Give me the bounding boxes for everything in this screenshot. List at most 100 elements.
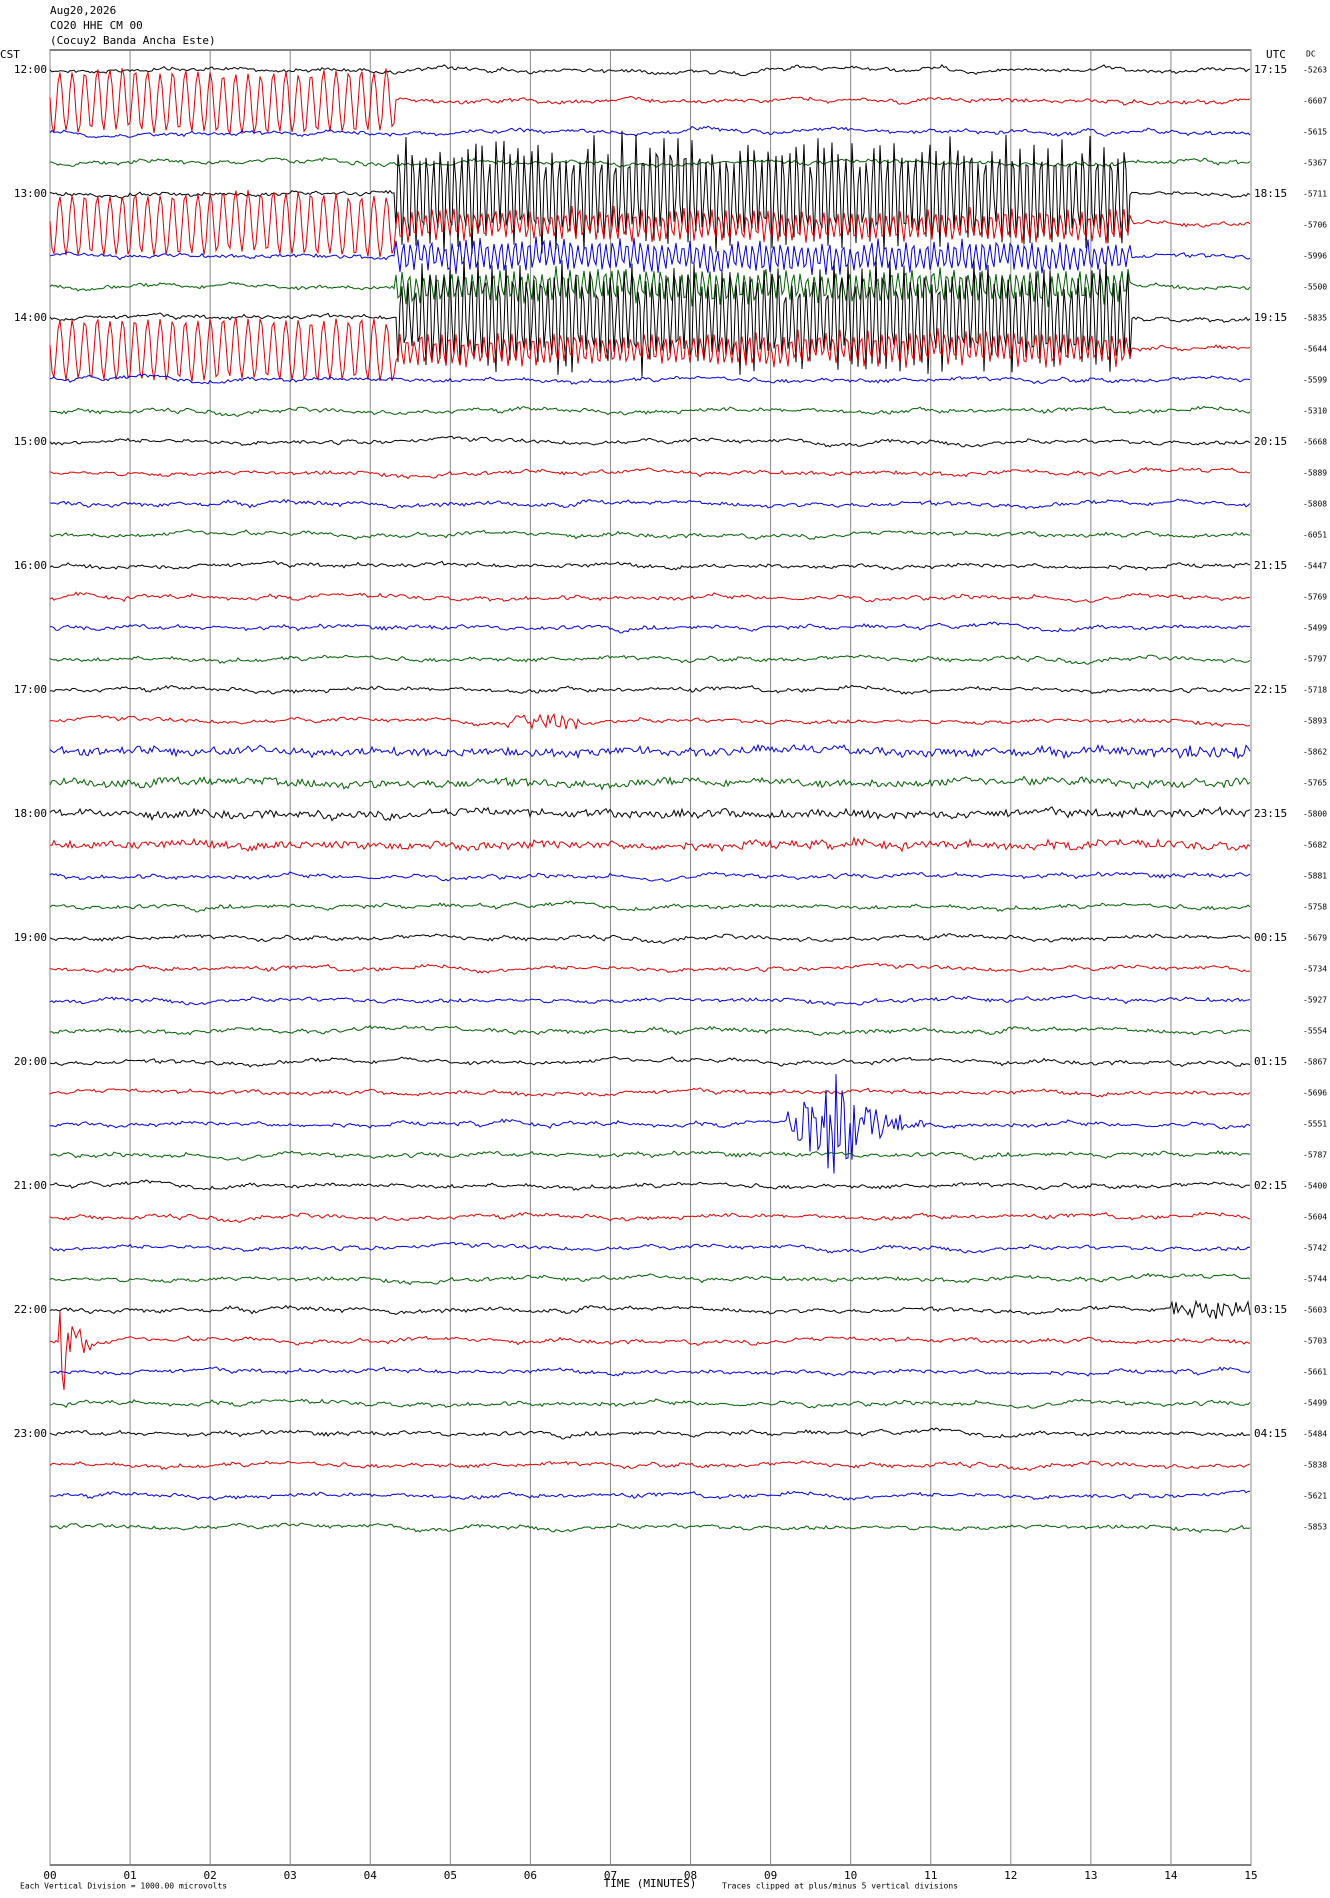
seismic-trace	[49, 654, 1251, 665]
dc-label: -5499	[1303, 1399, 1327, 1408]
dc-label: -5682	[1303, 841, 1327, 850]
utc-label: 04:15	[1254, 1427, 1287, 1440]
right-zone: UTC	[1266, 48, 1286, 61]
dc-label: -5661	[1303, 1368, 1327, 1377]
cst-label: 21:00	[14, 1179, 47, 1192]
x-tick-label: 07	[604, 1869, 617, 1882]
seismic-trace	[49, 498, 1251, 510]
seismic-trace	[49, 871, 1251, 882]
seismic-trace	[50, 712, 1251, 731]
x-tick-label: 14	[1164, 1869, 1178, 1882]
seismic-trace	[49, 266, 1251, 308]
seismic-trace	[49, 1489, 1251, 1501]
seismic-trace	[49, 743, 1251, 760]
station: CO20 HHE CM 00	[50, 19, 143, 32]
x-tick-label: 01	[123, 1869, 136, 1882]
seismic-trace	[49, 775, 1251, 791]
seismic-trace	[49, 1311, 1251, 1391]
dc-label: -5310	[1303, 407, 1327, 416]
x-tick-label: 06	[524, 1869, 537, 1882]
seismic-trace	[49, 466, 1251, 480]
seismic-trace	[49, 1241, 1251, 1254]
seismic-trace	[49, 994, 1251, 1007]
seismic-trace	[49, 190, 1251, 258]
dc-label: -5996	[1303, 252, 1327, 261]
dc-label: -5367	[1303, 159, 1327, 168]
dc-label: -5400	[1303, 1182, 1327, 1191]
dc-label: -5808	[1303, 500, 1327, 509]
x-tick-label: 13	[1084, 1869, 1097, 1882]
dc-label: -6607	[1303, 97, 1327, 106]
utc-label: 23:15	[1254, 807, 1287, 820]
seismic-trace	[49, 1427, 1251, 1440]
seismic-trace	[49, 805, 1251, 822]
dc-label: -5769	[1303, 593, 1327, 602]
dc-label: -5765	[1303, 779, 1327, 788]
utc-label: 18:15	[1254, 187, 1287, 200]
seismic-trace	[49, 560, 1251, 571]
seismic-trace	[49, 900, 1251, 913]
seismic-trace	[49, 529, 1251, 541]
seismic-trace	[49, 836, 1251, 853]
x-tick-label: 00	[43, 1869, 56, 1882]
dc-label: -5706	[1303, 221, 1327, 230]
seismic-trace	[49, 621, 1251, 634]
utc-label: 20:15	[1254, 435, 1287, 448]
cst-label: 16:00	[14, 559, 47, 572]
dc-label: -5853	[1303, 1523, 1327, 1532]
seismic-trace	[49, 684, 1251, 695]
dc-label: -5744	[1303, 1275, 1327, 1284]
dc-label: -5927	[1303, 996, 1327, 1005]
utc-label: 03:15	[1254, 1303, 1287, 1316]
seismic-trace	[49, 1366, 1251, 1377]
dc-label: -5263	[1303, 66, 1327, 75]
seismic-trace	[49, 157, 1251, 169]
cst-label: 18:00	[14, 807, 47, 820]
dc-label: -5838	[1303, 1461, 1327, 1470]
x-tick-label: 03	[284, 1869, 297, 1882]
dc-label: -5718	[1303, 686, 1327, 695]
utc-label: 01:15	[1254, 1055, 1287, 1068]
dc-label: -5867	[1303, 1058, 1327, 1067]
x-tick-label: 15	[1244, 1869, 1257, 1882]
cst-label: 12:00	[14, 63, 47, 76]
dc-label: -5604	[1303, 1213, 1327, 1222]
seismic-trace	[49, 1272, 1251, 1286]
cst-label: 15:00	[14, 435, 47, 448]
seismic-trace	[49, 68, 1251, 135]
x-tick-label: 11	[924, 1869, 937, 1882]
dc-label: -5599	[1303, 376, 1327, 385]
dc-label: -5644	[1303, 345, 1327, 354]
cst-label: 20:00	[14, 1055, 47, 1068]
seismic-trace	[49, 1179, 1250, 1191]
dc-label: -5797	[1303, 655, 1327, 664]
dc-label: -5734	[1303, 965, 1327, 974]
x-tick-label: 09	[764, 1869, 777, 1882]
dc-label: -5893	[1303, 717, 1327, 726]
dc-label: -5889	[1303, 469, 1327, 478]
clip-note: Traces clipped at plus/minus 5 vertical …	[722, 1882, 958, 1891]
seismic-trace	[49, 1211, 1251, 1223]
seismic-trace	[49, 435, 1251, 448]
seismic-trace	[49, 1024, 1251, 1036]
dc-label: -5758	[1303, 903, 1327, 912]
cst-label: 14:00	[14, 311, 47, 324]
dc-label: -5668	[1303, 438, 1327, 447]
seismic-trace	[49, 1398, 1251, 1409]
utc-label: 19:15	[1254, 311, 1287, 324]
dc-heading: DC	[1306, 50, 1316, 59]
dc-label: -5603	[1303, 1306, 1327, 1315]
dc-label: -5696	[1303, 1089, 1327, 1098]
seismic-trace	[49, 1056, 1251, 1068]
dc-label: -5621	[1303, 1492, 1327, 1501]
seismic-trace	[49, 1074, 1251, 1174]
utc-label: 00:15	[1254, 931, 1287, 944]
dc-label: -6051	[1303, 531, 1327, 540]
x-tick-label: 02	[204, 1869, 217, 1882]
seismic-trace	[50, 962, 1251, 974]
dc-label: -5551	[1303, 1120, 1327, 1129]
site: (Cocuy2 Banda Ancha Este)	[50, 34, 216, 47]
dc-label: -5711	[1303, 190, 1327, 199]
seismic-trace	[49, 256, 1251, 377]
